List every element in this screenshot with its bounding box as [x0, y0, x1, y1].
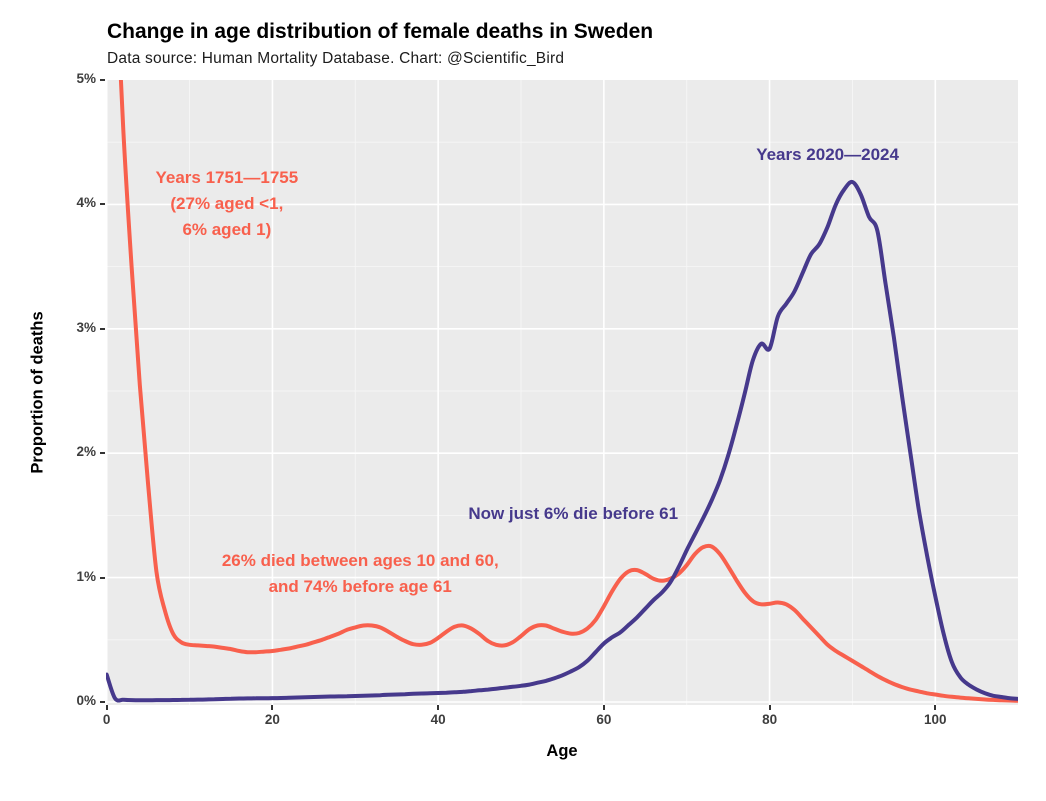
x-tick-mark: [437, 705, 440, 710]
plot-panel: [106, 80, 1018, 705]
y-tick-mark: [100, 701, 105, 703]
y-tick-mark: [100, 576, 105, 579]
annotation-label-series-1751: Years 1751—1755 (27% aged <1, 6% aged 1): [155, 165, 298, 243]
y-tick-label: 5%: [76, 71, 96, 86]
x-tick-mark: [768, 705, 771, 710]
y-axis-title: Proportion of deaths: [28, 311, 47, 474]
x-axis-title: Age: [0, 742, 1046, 761]
x-tick-mark: [105, 705, 108, 710]
annotation-note-26pct-died: 26% died between ages 10 and 60, and 74% …: [222, 548, 499, 600]
y-tick-label: 4%: [76, 195, 96, 211]
y-tick-mark: [100, 203, 105, 206]
annotation-line: Now just 6% die before 61: [468, 504, 679, 524]
x-tick-mark: [271, 705, 274, 710]
chart-subtitle: Data source: Human Mortality Database. C…: [107, 50, 565, 67]
y-tick-label: 2%: [76, 444, 96, 460]
chart-title: Change in age distribution of female dea…: [107, 20, 654, 43]
x-tick-label: 40: [430, 712, 446, 727]
x-tick-mark: [934, 705, 937, 710]
annotation-label-series-2020: Years 2020—2024: [756, 142, 899, 168]
annotation-line: (27% aged <1,: [170, 194, 284, 214]
y-tick-label: 1%: [76, 568, 96, 584]
y-tick-label: 0%: [76, 693, 96, 708]
y-tick-mark: [100, 327, 105, 330]
annotation-line: and 74% before age 61: [268, 576, 452, 596]
y-tick-mark: [100, 79, 105, 81]
x-tick-label: 100: [924, 712, 947, 727]
annotation-line: Years 2020—2024: [756, 144, 899, 164]
x-tick-mark: [602, 705, 605, 710]
annotation-line: Years 1751—1755: [155, 168, 299, 188]
y-tick-mark: [100, 452, 105, 455]
line-series_1751: [118, 80, 1018, 703]
panel-background: [106, 80, 1018, 705]
line-series_2020: [106, 179, 1018, 703]
x-tick-label: 0: [102, 712, 111, 727]
annotation-note-now-just-6pct: Now just 6% die before 61: [468, 501, 678, 527]
y-tick-label: 3%: [76, 319, 96, 335]
x-tick-label: 60: [596, 712, 612, 727]
annotation-line: 26% died between ages 10 and 60,: [221, 550, 499, 570]
x-axis-title-text: Age: [546, 742, 578, 760]
annotation-line: 6% aged 1): [182, 220, 272, 240]
x-tick-label: 20: [264, 712, 280, 727]
x-tick-label: 80: [762, 712, 778, 727]
